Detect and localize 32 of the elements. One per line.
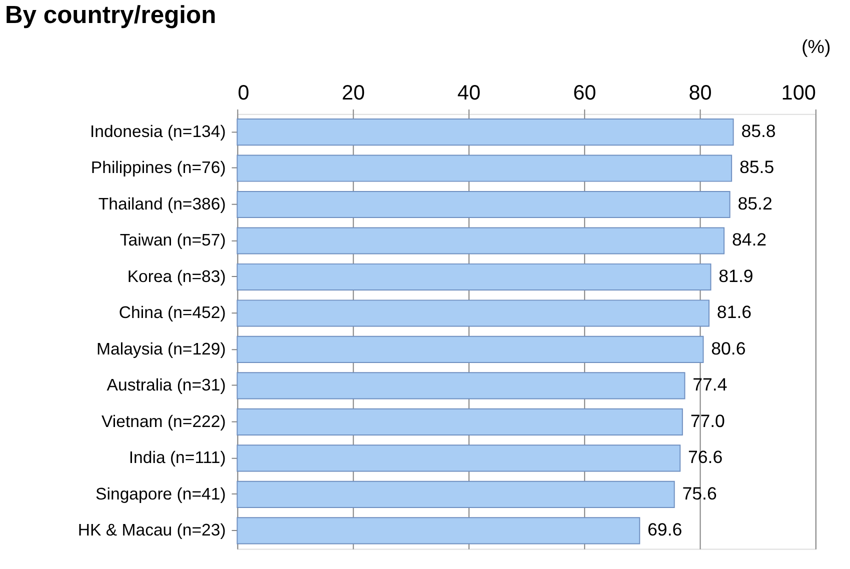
x-tick-label: 60 <box>573 82 596 105</box>
data-label: 69.6 <box>648 520 682 540</box>
data-label: 76.6 <box>688 447 723 468</box>
x-tick-label: 100 <box>781 82 816 105</box>
y-tick-label: HK & Macau (n=23) <box>78 520 226 540</box>
data-label: 80.6 <box>711 338 746 358</box>
y-tick-label: Vietnam (n=222) <box>101 412 226 431</box>
x-tick-label: 80 <box>688 82 712 105</box>
y-tick-label: Philippines (n=76) <box>90 158 226 178</box>
y-tick-label: Taiwan (n=57) <box>120 230 226 250</box>
y-tick-label: Malaysia (n=129) <box>96 339 226 358</box>
y-tick-label: China (n=452) <box>118 303 226 322</box>
x-tick-label: 40 <box>457 82 481 105</box>
data-label: 81.6 <box>716 302 752 322</box>
y-tick-label: Australia (n=31) <box>106 376 226 395</box>
data-label: 81.9 <box>718 266 754 286</box>
y-tick-label: Thailand (n=386) <box>98 194 226 214</box>
data-label: 85.2 <box>738 193 772 214</box>
data-label: 75.6 <box>682 483 717 504</box>
data-label: 84.2 <box>732 230 767 250</box>
y-tick-label: Korea (n=83) <box>127 266 226 286</box>
data-label: 85.5 <box>739 157 774 178</box>
y-tick-label: Singapore (n=41) <box>96 484 226 504</box>
data-label: 77.0 <box>690 410 726 431</box>
data-label: 77.4 <box>692 374 728 395</box>
x-tick-label: 20 <box>342 82 365 105</box>
y-tick-label: India (n=111) <box>128 448 226 468</box>
x-tick-label: 0 <box>238 82 250 105</box>
x-axis-title: (%) <box>802 36 831 58</box>
y-tick-label: Indonesia (n=134) <box>90 122 226 141</box>
data-label: 85.8 <box>741 120 776 141</box>
chart-title: By country/region <box>4 2 216 29</box>
